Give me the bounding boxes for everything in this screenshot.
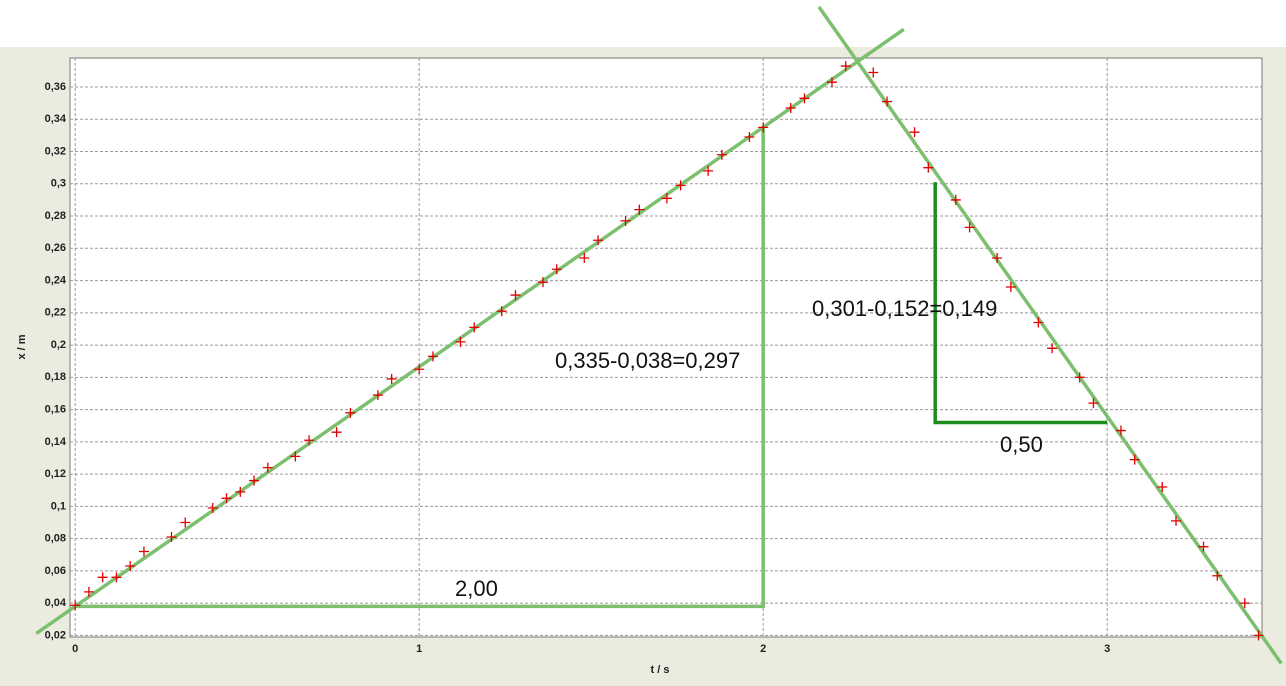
- point: [675, 180, 686, 191]
- point: [579, 252, 590, 263]
- point: [97, 572, 108, 583]
- point: [70, 600, 81, 611]
- point: [1198, 541, 1209, 552]
- point: [1212, 570, 1223, 581]
- point: [703, 165, 714, 176]
- point: [235, 486, 246, 497]
- y-tick-label: 0,04: [45, 597, 67, 609]
- point: [1129, 454, 1140, 465]
- point: [538, 277, 549, 288]
- point: [83, 586, 94, 597]
- y-tick-label: 0,18: [45, 371, 66, 383]
- fit-line: [817, 5, 1283, 665]
- point: [923, 162, 934, 173]
- point: [386, 373, 397, 384]
- point: [111, 572, 122, 583]
- point: [207, 502, 218, 513]
- fit-line: [75, 127, 765, 609]
- point: [249, 475, 260, 486]
- x-tick-label: 0: [72, 643, 78, 655]
- point: [180, 517, 191, 528]
- point: [455, 336, 466, 347]
- point: [785, 102, 796, 113]
- point: [166, 532, 177, 543]
- x-tick-label: 2: [760, 643, 766, 655]
- point: [1074, 372, 1085, 383]
- point: [1033, 317, 1044, 328]
- annotation: 0,50: [1000, 432, 1043, 457]
- point: [634, 204, 645, 215]
- y-tick-label: 0,32: [45, 145, 66, 157]
- y-tick-label: 0,12: [45, 468, 66, 480]
- annotation: 0,335-0,038=0,297: [555, 348, 740, 373]
- point: [1005, 282, 1016, 293]
- point: [716, 149, 727, 160]
- y-tick-label: 0,06: [45, 565, 66, 577]
- point: [826, 77, 837, 88]
- point: [593, 235, 604, 246]
- point: [345, 407, 356, 418]
- point: [1239, 598, 1250, 609]
- point: [882, 96, 893, 107]
- point: [744, 132, 755, 143]
- fit-line: [933, 182, 1108, 425]
- y-axis-label: x / m: [16, 334, 28, 359]
- point: [510, 290, 521, 301]
- point: [1115, 425, 1126, 436]
- y-tick-label: 0,28: [45, 210, 66, 222]
- point: [1088, 398, 1099, 409]
- point: [372, 390, 383, 401]
- point: [1171, 515, 1181, 526]
- point: [992, 252, 1003, 263]
- y-tick-label: 0,02: [45, 629, 66, 641]
- point: [840, 61, 851, 72]
- point: [304, 435, 315, 446]
- annotation: 0,301-0,152=0,149: [812, 296, 997, 321]
- point: [868, 67, 879, 78]
- point: [909, 127, 920, 138]
- point: [138, 546, 149, 557]
- y-tick-label: 0,1: [51, 500, 66, 512]
- point: [1157, 482, 1168, 493]
- point: [799, 93, 810, 104]
- point: [414, 364, 425, 375]
- point: [661, 193, 672, 204]
- y-tick-label: 0,36: [45, 81, 66, 93]
- point: [221, 493, 232, 504]
- point: [469, 322, 480, 333]
- point: [331, 427, 342, 438]
- x-axis-label: t / s: [651, 664, 670, 676]
- y-tick-label: 0,24: [45, 274, 67, 286]
- y-tick-label: 0,2: [51, 339, 66, 351]
- point: [125, 561, 136, 572]
- y-tick-label: 0,26: [45, 242, 66, 254]
- point: [964, 222, 975, 233]
- fit-line: [35, 27, 905, 635]
- x-tick-label: 1: [416, 643, 422, 655]
- point: [551, 264, 562, 275]
- point: [758, 122, 769, 133]
- y-tick-label: 0,08: [45, 533, 66, 545]
- point: [620, 215, 631, 226]
- annotation: 2,00: [455, 576, 498, 601]
- y-tick-label: 0,3: [51, 178, 66, 190]
- point: [496, 306, 507, 317]
- plot-area: [69, 57, 1263, 638]
- point: [1253, 630, 1264, 641]
- point: [262, 462, 273, 473]
- point: [1047, 343, 1058, 354]
- x-tick-label: 3: [1104, 643, 1110, 655]
- y-tick-label: 0,22: [45, 307, 66, 319]
- y-tick-label: 0,16: [45, 403, 66, 415]
- point: [950, 194, 961, 205]
- y-tick-label: 0,34: [45, 113, 67, 125]
- point: [427, 351, 438, 362]
- y-tick-label: 0,14: [45, 436, 67, 448]
- point: [290, 451, 301, 462]
